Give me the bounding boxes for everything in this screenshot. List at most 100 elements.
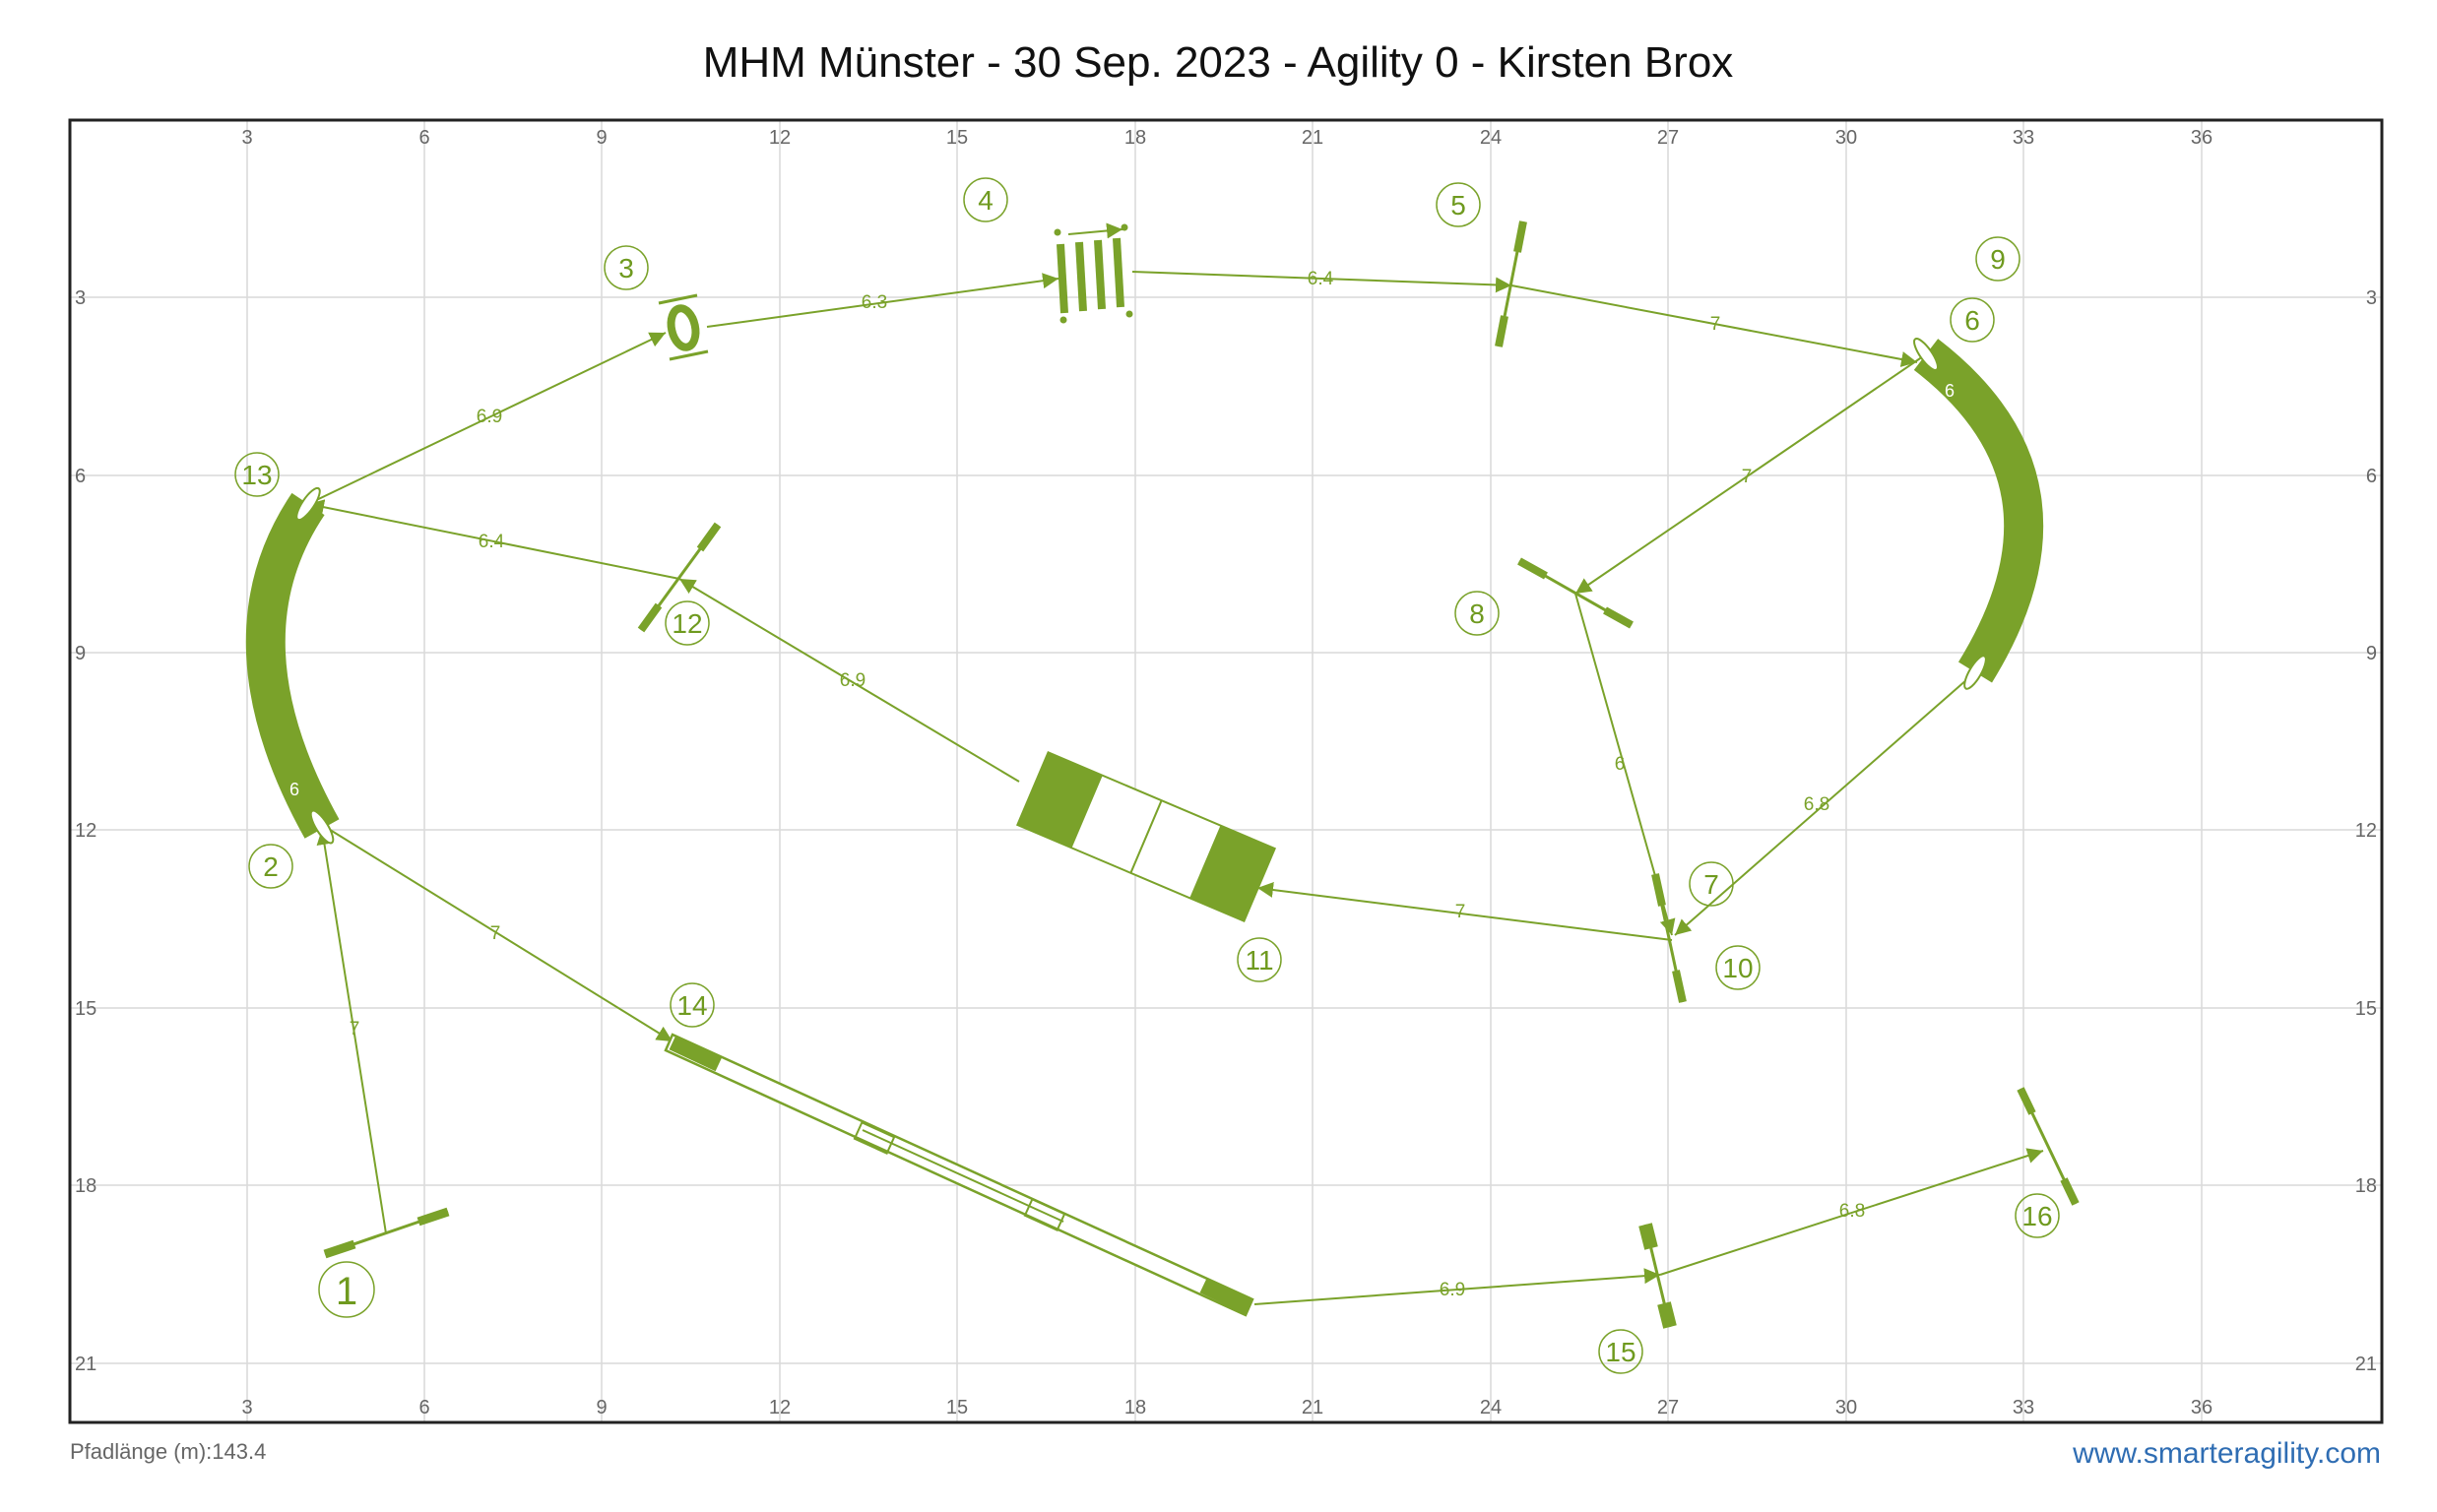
obstacle-4-long-jump xyxy=(1054,222,1133,324)
distance-label: 6.9 xyxy=(1440,1280,1465,1300)
tunnel-length-label: 6 xyxy=(1945,381,1955,401)
y-tick: 3 xyxy=(75,287,86,309)
y-axis-left: 3 6 9 12 15 18 21 xyxy=(75,287,96,1375)
distance-label: 7 xyxy=(1742,467,1753,487)
tunnel-length-label: 6 xyxy=(289,780,299,799)
website-link[interactable]: www.smarteragility.com xyxy=(2072,1437,2381,1470)
number-14: 14 xyxy=(676,990,707,1021)
obstacle-numbers: 1 2 3 4 5 6 7 8 xyxy=(234,177,2060,1374)
y-tick: 21 xyxy=(2355,1354,2377,1375)
distance-label: 6.4 xyxy=(1308,269,1334,289)
obstacle-12-jump xyxy=(637,522,722,633)
distance-label: 7 xyxy=(490,923,501,944)
path-segment xyxy=(307,332,667,505)
number-13-badge: 13 xyxy=(234,452,280,497)
course-border xyxy=(68,118,2384,1424)
x-tick: 36 xyxy=(2191,1397,2213,1418)
number-12: 12 xyxy=(672,608,702,639)
obstacle-3-tire xyxy=(658,293,709,361)
x-tick: 12 xyxy=(769,127,791,149)
number-8-badge: 8 xyxy=(1454,591,1500,636)
path-segment xyxy=(1256,882,1673,941)
distance-label: 6.8 xyxy=(1839,1201,1865,1222)
y-tick: 9 xyxy=(2366,643,2377,664)
x-tick: 6 xyxy=(418,1397,429,1418)
number-9-badge: 9 xyxy=(1975,236,2020,282)
number-2-badge: 2 xyxy=(248,844,293,889)
x-tick: 30 xyxy=(1835,1397,1857,1418)
number-15: 15 xyxy=(1605,1337,1635,1367)
x-tick: 24 xyxy=(1480,127,1502,149)
number-6-badge: 6 xyxy=(1950,297,1995,343)
number-10: 10 xyxy=(1722,953,1753,983)
path-segment xyxy=(307,499,680,580)
y-tick: 12 xyxy=(2355,820,2377,842)
x-tick: 33 xyxy=(2013,127,2034,149)
distance-label: 6.9 xyxy=(477,407,502,427)
path-segment xyxy=(1131,271,1512,293)
number-5: 5 xyxy=(1450,190,1466,220)
path-segment xyxy=(706,273,1059,328)
distance-label: 7 xyxy=(1455,902,1466,922)
obstacle-16-jump xyxy=(2017,1087,2080,1206)
number-7: 7 xyxy=(1703,869,1719,900)
x-axis-top: 3 6 9 12 15 18 21 24 27 30 33 36 xyxy=(241,127,2213,149)
number-13: 13 xyxy=(241,460,272,490)
number-15-badge: 15 xyxy=(1598,1329,1643,1374)
number-3-badge: 3 xyxy=(604,245,649,290)
number-8: 8 xyxy=(1469,598,1485,629)
number-4: 4 xyxy=(978,185,994,216)
path-segment xyxy=(1574,353,1927,595)
x-axis-bottom: 3 6 9 12 15 18 21 24 27 30 33 36 xyxy=(241,1397,2213,1418)
number-5-badge: 5 xyxy=(1436,182,1481,227)
x-tick: 12 xyxy=(769,1397,791,1418)
x-tick: 21 xyxy=(1302,1397,1323,1418)
distance-label: 6.4 xyxy=(479,532,505,552)
number-11: 11 xyxy=(1245,945,1273,976)
x-tick: 36 xyxy=(2191,127,2213,149)
x-tick: 30 xyxy=(1835,127,1857,149)
obstacle-7-10-jump xyxy=(1651,873,1687,1003)
y-tick: 3 xyxy=(2366,287,2377,309)
number-10-badge: 10 xyxy=(1715,945,1761,990)
obstacle-11-table xyxy=(1015,751,1277,922)
x-tick: 33 xyxy=(2013,1397,2034,1418)
x-tick: 15 xyxy=(946,127,968,149)
path-distances: 7 6.9 6.3 6.4 7 7 6 6.8 7 6.9 6.4 7 6.9 … xyxy=(350,269,1866,1300)
x-tick: 18 xyxy=(1124,127,1146,149)
number-9: 9 xyxy=(1990,244,2006,275)
number-1-badge: 1 xyxy=(318,1261,375,1318)
course-title: MHM Münster - 30 Sep. 2023 - Agility 0 -… xyxy=(703,38,1734,87)
y-tick: 15 xyxy=(75,998,96,1020)
x-tick: 21 xyxy=(1302,127,1323,149)
number-16: 16 xyxy=(2021,1201,2052,1231)
y-tick: 6 xyxy=(2366,466,2377,487)
x-tick: 9 xyxy=(596,127,607,149)
path-segment xyxy=(678,578,1020,783)
number-16-badge: 16 xyxy=(2015,1193,2060,1238)
obstacle-8-jump xyxy=(1517,557,1634,629)
y-tick: 6 xyxy=(75,466,86,487)
distance-label: 7 xyxy=(350,1019,360,1040)
x-tick: 27 xyxy=(1657,1397,1679,1418)
y-tick: 12 xyxy=(75,820,96,842)
obstacle-6-9-tunnel: 6 xyxy=(1913,338,2044,690)
x-tick: 24 xyxy=(1480,1397,1502,1418)
website-text: www.smarteragility.com xyxy=(2072,1437,2381,1470)
obstacle-1-jump xyxy=(323,1207,450,1259)
x-tick: 3 xyxy=(241,1397,252,1418)
number-6: 6 xyxy=(1964,305,1980,336)
path-segment xyxy=(1659,1148,2044,1276)
number-11-badge: 11 xyxy=(1237,937,1282,982)
obstacle-2-13-tunnel: 6 xyxy=(245,486,340,845)
obstacle-5-jump xyxy=(1495,220,1527,347)
x-tick: 18 xyxy=(1124,1397,1146,1418)
y-tick: 21 xyxy=(75,1354,96,1375)
path-segment xyxy=(1674,671,1976,936)
number-7-badge: 7 xyxy=(1689,861,1734,907)
distance-label: 6.9 xyxy=(840,670,866,691)
path-segment xyxy=(1510,284,1918,367)
number-12-badge: 12 xyxy=(665,600,710,646)
path-segment xyxy=(1253,1268,1661,1305)
